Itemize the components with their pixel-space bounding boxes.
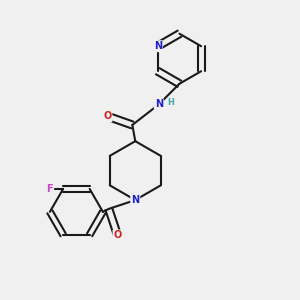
Text: O: O [113, 230, 122, 240]
Text: H: H [167, 98, 174, 107]
Text: N: N [154, 41, 162, 51]
Text: N: N [155, 99, 163, 110]
Text: O: O [103, 111, 111, 121]
Text: N: N [131, 195, 139, 205]
Text: F: F [46, 184, 53, 194]
